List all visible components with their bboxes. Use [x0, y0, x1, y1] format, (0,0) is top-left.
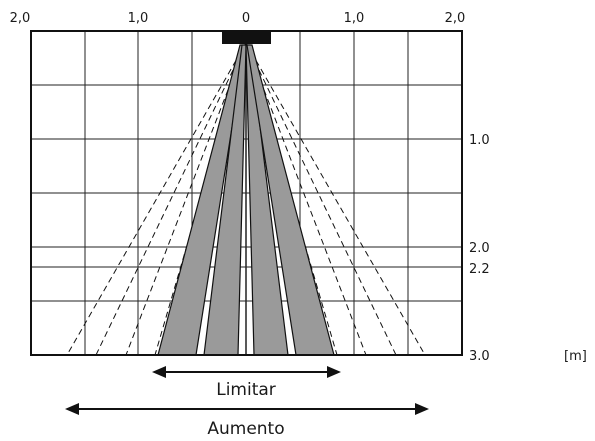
top-tick-label: 1,0: [128, 11, 149, 26]
right-tick-label: 2.2: [469, 262, 490, 277]
limit-range-arrow: [152, 366, 341, 378]
right-tick-label: 1.0: [469, 133, 490, 148]
top-tick-label: 2,0: [10, 11, 31, 26]
increase-range-arrow: [65, 403, 429, 415]
detection-beams: [157, 44, 335, 356]
right-tick-label: 2.0: [469, 241, 490, 256]
top-tick-label: 2,0: [445, 11, 466, 26]
unit-label: [m]: [564, 349, 587, 364]
right-axis: 1.0 2.0 2.2 3.0 [m]: [469, 133, 587, 364]
sensor-head: [222, 31, 271, 44]
top-axis: 2,0 1,0 0 1,0 2,0: [10, 11, 466, 26]
increase-range-label: Aumento: [207, 419, 284, 439]
right-tick-label: 3.0: [469, 349, 490, 364]
grid-horizontal: [31, 84, 462, 302]
top-tick-label: 1,0: [344, 11, 365, 26]
diagram-frame: [30, 30, 463, 356]
limit-range-label: Limitar: [216, 380, 276, 400]
top-tick-label: 0: [242, 11, 250, 26]
